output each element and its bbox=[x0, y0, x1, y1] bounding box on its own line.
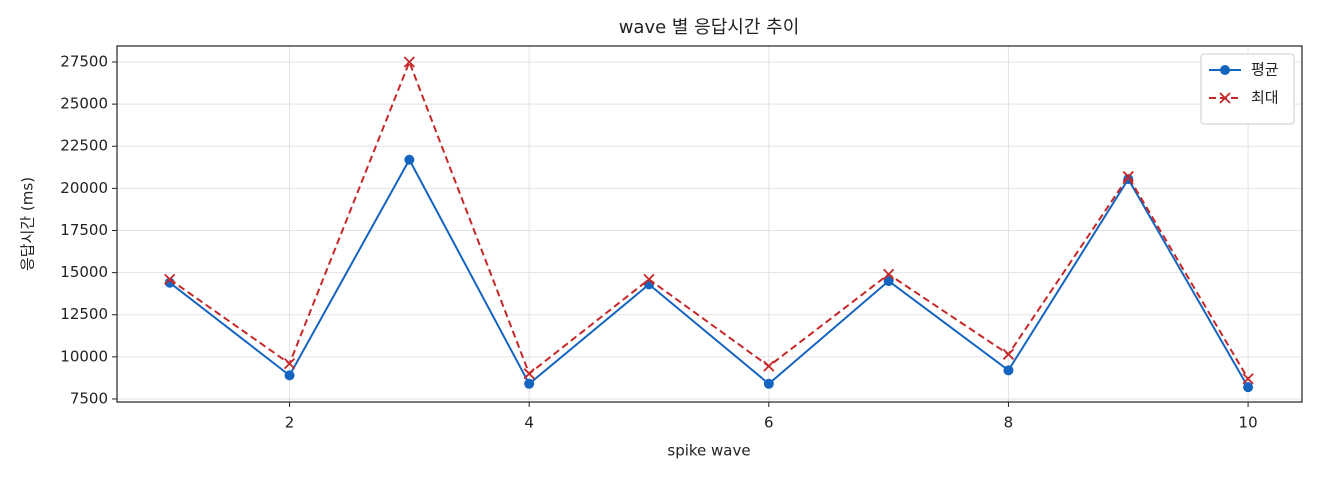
y-axis-label: 응답시간 (ms) bbox=[19, 177, 37, 271]
x-tick-label: 8 bbox=[1004, 414, 1014, 432]
y-tick-label: 25000 bbox=[60, 95, 108, 113]
y-tick-label: 27500 bbox=[60, 53, 108, 71]
y-tick-label: 15000 bbox=[60, 263, 108, 281]
x-tick-label: 2 bbox=[285, 414, 295, 432]
marker bbox=[283, 357, 296, 370]
x-tick-label: 10 bbox=[1239, 414, 1258, 432]
legend-label: 최대 bbox=[1251, 89, 1279, 107]
marker bbox=[883, 276, 894, 287]
x-axis-label: spike wave bbox=[667, 442, 750, 460]
y-tick-label: 17500 bbox=[60, 221, 108, 239]
y-tick-label: 12500 bbox=[60, 305, 108, 323]
y-tick-label: 20000 bbox=[60, 179, 108, 197]
legend-marker bbox=[1219, 92, 1231, 104]
marker bbox=[1003, 365, 1014, 376]
marker bbox=[524, 378, 535, 389]
marker bbox=[882, 268, 895, 280]
chart-title: wave 별 응답시간 추이 bbox=[619, 17, 800, 38]
legend-marker bbox=[1220, 65, 1230, 75]
x-tick-label: 6 bbox=[764, 414, 774, 432]
y-tick-label: 10000 bbox=[60, 347, 108, 365]
marker bbox=[1243, 382, 1254, 393]
legend-box bbox=[1200, 53, 1295, 125]
plot-frame bbox=[116, 45, 1303, 403]
data-line bbox=[169, 59, 1249, 380]
marker bbox=[1002, 348, 1015, 360]
marker bbox=[763, 360, 775, 372]
legend-label: 평균 bbox=[1251, 61, 1279, 79]
marker bbox=[643, 273, 655, 285]
marker bbox=[763, 378, 774, 389]
y-tick-label: 7500 bbox=[70, 389, 108, 407]
marker bbox=[164, 273, 176, 285]
x-tick-label: 4 bbox=[524, 414, 534, 432]
marker bbox=[523, 368, 535, 380]
marker bbox=[1242, 373, 1254, 385]
data-line bbox=[169, 157, 1249, 388]
marker bbox=[1122, 170, 1134, 183]
marker bbox=[284, 370, 295, 381]
y-tick-label: 22500 bbox=[60, 137, 108, 155]
marker bbox=[403, 56, 415, 68]
marker bbox=[404, 154, 415, 165]
